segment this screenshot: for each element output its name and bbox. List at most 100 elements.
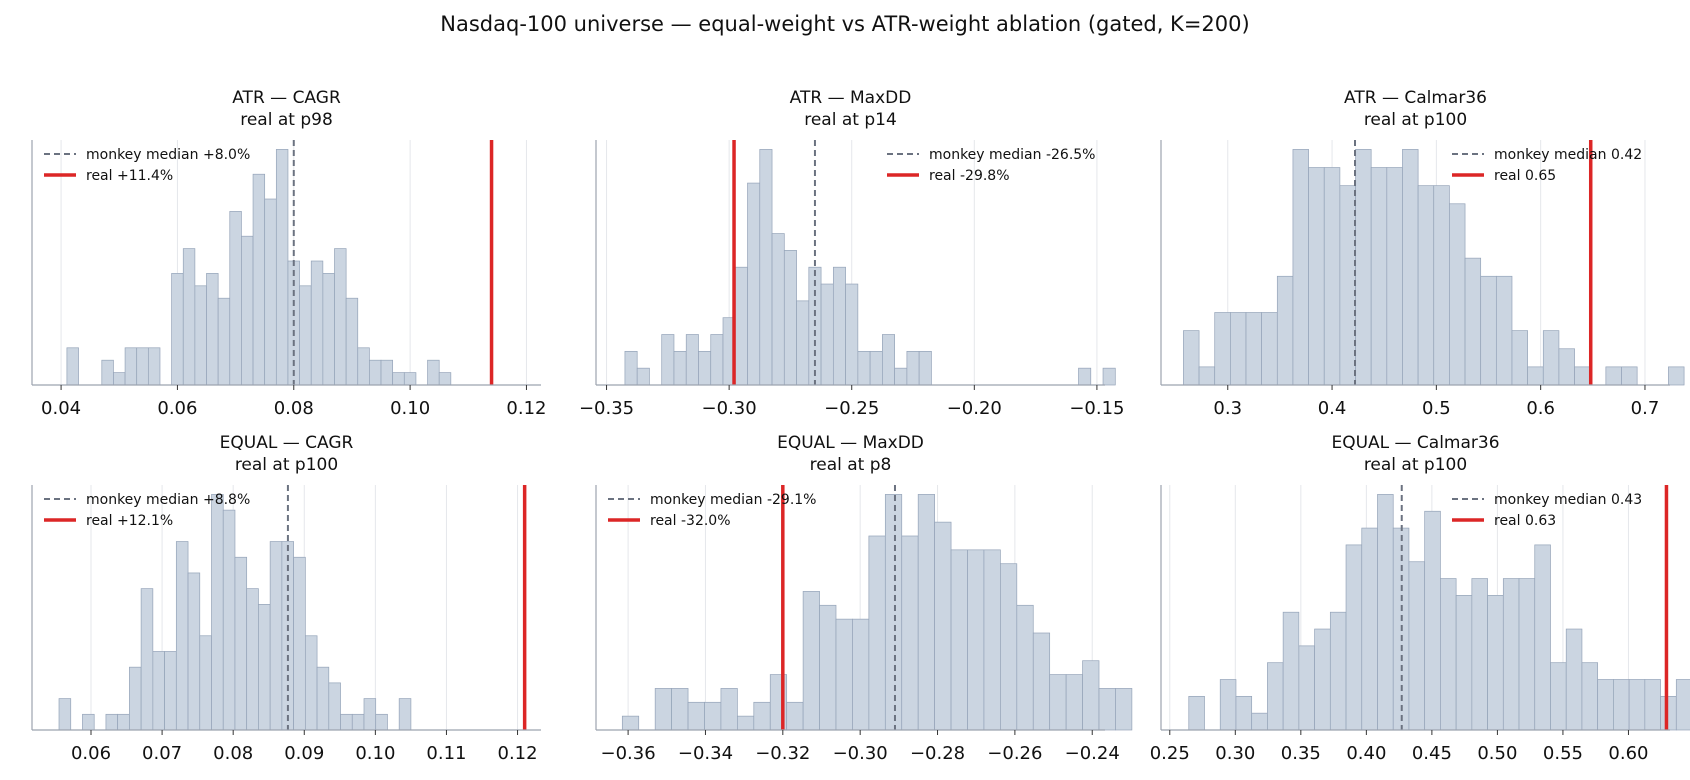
histogram-bar [322,273,335,386]
histogram-bar [403,372,417,386]
x-tick-label: 0.12 [498,743,538,764]
histogram-bar [1016,604,1034,731]
histogram-bar [1675,679,1690,731]
histogram-bar [894,367,908,386]
histogram-bar [1565,628,1583,731]
x-tick-label: −0.15 [1069,398,1124,419]
histogram-bar [835,618,853,731]
x-tick-label: −0.24 [1065,743,1120,764]
histogram-bar [771,233,785,386]
histogram-bar [438,372,452,386]
histogram-bar [796,300,810,386]
histogram-bar [1198,366,1216,386]
x-tick-label: −0.30 [833,743,888,764]
histogram-bar [182,248,196,386]
histogram-bar [759,149,773,386]
histogram-bar [1511,330,1528,386]
histogram-bar [1345,544,1363,731]
x-tick-label: 0.06 [71,743,111,764]
panel-subtitle: real at p100 [1364,110,1467,130]
histogram-bar [1502,578,1520,731]
panel-title: ATR — Calmar36 [1344,88,1487,108]
histogram-bar [1417,185,1435,386]
histogram-bar [661,334,675,386]
histogram-bar [1542,330,1560,386]
histogram-bar [252,173,266,386]
x-tick-label: 0.06 [157,398,197,419]
histogram-bar [1183,330,1200,386]
histogram-bar [636,367,650,386]
histogram-bar [832,266,846,386]
histogram-bar [140,588,154,731]
histogram-bar [152,651,165,731]
figure-title: Nasdaq-100 universe — equal-weight vs AT… [440,12,1250,36]
x-tick-label: −0.20 [947,398,1002,419]
histogram-bar [369,359,382,386]
histogram-bar [58,698,72,731]
legend-real-label: real -29.8% [929,168,1010,184]
histogram-bar [1102,367,1116,386]
histogram-bar [171,273,184,386]
histogram-bar [194,285,207,386]
panel-title: EQUAL — Calmar36 [1331,433,1499,453]
histogram-bar [720,688,738,731]
histogram-bar [199,635,212,731]
legend-median-label: monkey median 0.42 [1494,147,1642,163]
histogram-bar [1581,662,1599,731]
legend-median-label: monkey median +8.0% [86,147,250,163]
legend-real-label: real 0.65 [1494,168,1556,184]
x-tick-label: −0.36 [601,743,656,764]
histogram-bar [269,541,283,731]
histogram-bar [1370,167,1388,386]
histogram-bar [275,149,289,386]
histogram-bar [299,285,312,386]
x-tick-label: −0.30 [702,398,757,419]
x-tick-label: 0.30 [1215,743,1255,764]
histogram-bar [1292,149,1309,386]
histogram-bar [310,260,324,386]
legend-real-label: real 0.63 [1494,513,1556,529]
histogram-bar [340,713,353,731]
histogram-bar [704,701,722,731]
histogram-bar [1534,544,1551,731]
histogram-bar [1495,275,1513,386]
histogram-bar [1251,712,1268,731]
histogram-bar [175,541,189,731]
histogram-bar [1644,679,1661,731]
panel-subtitle: real at p14 [804,110,897,130]
histogram-bar [819,604,837,731]
histogram-bar [113,372,126,386]
histogram-bar [1558,348,1575,386]
histogram-bar [392,372,405,386]
x-tick-label: 0.25 [1150,743,1190,764]
histogram-bar [375,713,388,731]
histogram-bar [427,359,440,386]
histogram-bar [293,556,306,731]
histogram-bar [334,248,347,386]
legend-real-label: real +12.1% [86,513,173,529]
histogram-bar [882,334,895,386]
histogram-bar [1433,185,1450,386]
x-tick-label: 0.11 [426,743,466,764]
x-tick-label: 0.08 [213,743,253,764]
panel-subtitle: real at p100 [1364,455,1467,475]
histogram-bar [967,549,985,731]
histogram-bar [1361,527,1378,731]
histogram-bar [918,350,932,386]
panel-subtitle: real at p8 [810,455,892,475]
histogram-bar [258,604,271,731]
legend-real-label: real -32.0% [650,513,731,529]
histogram-bar [1408,561,1426,731]
histogram-bar [1230,312,1247,386]
histogram-bar [1597,679,1614,731]
histogram-bar [304,635,318,731]
histogram-bar [398,698,412,731]
histogram-bar [654,688,672,731]
histogram-bar [857,350,871,386]
histogram-bar [1323,167,1341,386]
x-tick-label: −0.28 [910,743,965,764]
histogram-bar [621,715,640,731]
histogram-bar [786,701,804,731]
